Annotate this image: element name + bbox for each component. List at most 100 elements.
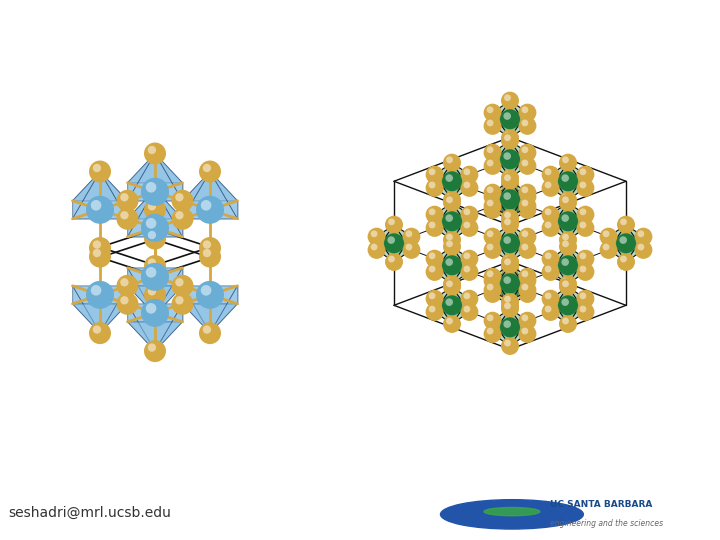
Circle shape xyxy=(460,290,478,308)
Circle shape xyxy=(428,208,436,215)
Circle shape xyxy=(518,184,536,201)
Circle shape xyxy=(368,228,386,246)
Circle shape xyxy=(464,168,470,175)
Polygon shape xyxy=(551,215,568,240)
Polygon shape xyxy=(510,119,527,138)
Polygon shape xyxy=(568,174,585,188)
Circle shape xyxy=(144,181,166,203)
Circle shape xyxy=(484,188,502,206)
Circle shape xyxy=(544,208,552,215)
Polygon shape xyxy=(435,221,469,228)
Polygon shape xyxy=(435,174,452,200)
Circle shape xyxy=(562,193,569,200)
Polygon shape xyxy=(510,237,527,250)
Circle shape xyxy=(620,255,627,262)
Circle shape xyxy=(120,211,129,219)
Polygon shape xyxy=(551,265,585,272)
Circle shape xyxy=(89,237,111,259)
Polygon shape xyxy=(127,286,182,315)
Circle shape xyxy=(577,179,595,197)
Polygon shape xyxy=(435,299,452,312)
Circle shape xyxy=(148,269,156,278)
Circle shape xyxy=(199,237,221,259)
Polygon shape xyxy=(435,265,452,284)
Polygon shape xyxy=(492,287,527,294)
Polygon shape xyxy=(510,225,527,250)
Circle shape xyxy=(637,244,644,251)
Circle shape xyxy=(580,252,586,259)
Polygon shape xyxy=(492,140,510,159)
Circle shape xyxy=(634,241,652,259)
Circle shape xyxy=(175,211,184,219)
Circle shape xyxy=(446,214,453,222)
Polygon shape xyxy=(182,286,238,333)
Circle shape xyxy=(91,200,102,211)
Polygon shape xyxy=(100,286,127,333)
Polygon shape xyxy=(510,203,527,222)
Polygon shape xyxy=(551,221,568,240)
Circle shape xyxy=(487,191,493,197)
Polygon shape xyxy=(452,215,469,240)
Polygon shape xyxy=(492,159,527,166)
Polygon shape xyxy=(127,190,182,219)
Circle shape xyxy=(487,284,493,291)
Circle shape xyxy=(144,143,166,165)
Circle shape xyxy=(500,109,520,129)
Circle shape xyxy=(144,227,166,249)
Polygon shape xyxy=(435,259,452,272)
Circle shape xyxy=(503,192,511,200)
Polygon shape xyxy=(492,197,510,210)
Polygon shape xyxy=(435,174,469,181)
Polygon shape xyxy=(510,113,527,126)
Circle shape xyxy=(620,218,627,225)
Circle shape xyxy=(518,281,536,299)
Circle shape xyxy=(580,221,586,228)
Circle shape xyxy=(562,157,569,163)
Polygon shape xyxy=(492,193,510,218)
Circle shape xyxy=(500,233,520,253)
Polygon shape xyxy=(182,172,238,201)
Circle shape xyxy=(521,119,528,126)
Circle shape xyxy=(487,328,493,334)
Circle shape xyxy=(603,231,610,237)
Polygon shape xyxy=(568,247,585,265)
Polygon shape xyxy=(551,174,568,200)
Polygon shape xyxy=(435,202,452,221)
Circle shape xyxy=(402,228,420,246)
Circle shape xyxy=(541,166,559,184)
Circle shape xyxy=(616,233,636,253)
Circle shape xyxy=(484,272,502,290)
Circle shape xyxy=(503,280,511,288)
Circle shape xyxy=(464,208,470,215)
Polygon shape xyxy=(551,202,568,228)
Circle shape xyxy=(504,174,511,181)
Circle shape xyxy=(148,287,156,295)
Polygon shape xyxy=(510,181,527,206)
Polygon shape xyxy=(551,305,585,312)
Polygon shape xyxy=(626,237,644,262)
Circle shape xyxy=(562,214,569,222)
Polygon shape xyxy=(182,286,238,304)
Circle shape xyxy=(145,218,156,228)
Polygon shape xyxy=(127,153,182,201)
Circle shape xyxy=(196,196,224,224)
Circle shape xyxy=(577,290,595,308)
Circle shape xyxy=(460,166,478,184)
Circle shape xyxy=(521,231,528,237)
Circle shape xyxy=(120,278,129,287)
Circle shape xyxy=(148,305,156,314)
Polygon shape xyxy=(492,327,510,346)
Polygon shape xyxy=(510,269,527,287)
Circle shape xyxy=(500,193,520,213)
Circle shape xyxy=(428,293,436,299)
Circle shape xyxy=(559,278,577,296)
Polygon shape xyxy=(435,265,469,272)
Polygon shape xyxy=(568,259,585,272)
Circle shape xyxy=(446,280,453,287)
Circle shape xyxy=(518,104,536,122)
Circle shape xyxy=(203,287,211,295)
Polygon shape xyxy=(377,237,394,250)
Circle shape xyxy=(541,179,559,197)
Polygon shape xyxy=(127,190,182,237)
Circle shape xyxy=(521,186,528,193)
